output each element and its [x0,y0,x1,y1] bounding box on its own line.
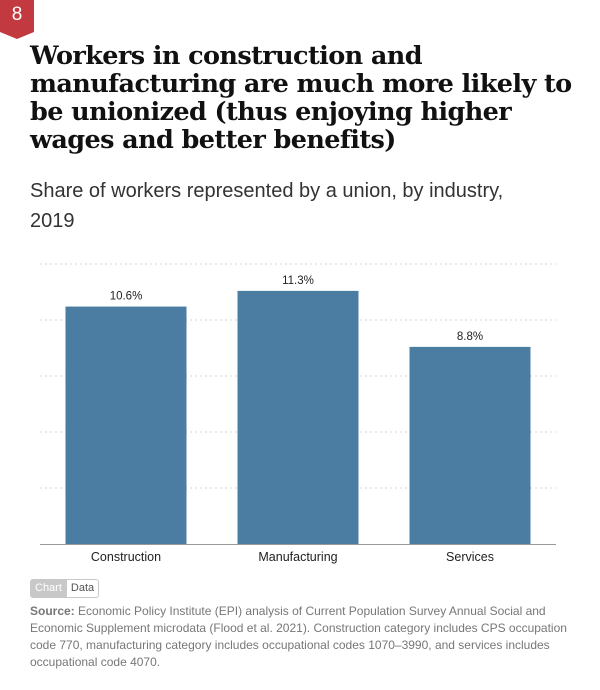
chart-number-badge: 8 [0,0,36,40]
source-label: Source: [30,604,75,618]
chart-view-button[interactable]: Chart [30,579,67,598]
chart-title: Workers in construction and manufacturin… [30,41,572,155]
x-tick-label: Services [446,550,494,564]
bar-value-label: 10.6% [110,291,143,303]
view-toggle: Chart Data [30,579,100,598]
source-text: Economic Policy Institute (EPI) analysis… [30,604,567,669]
x-tick-label: Construction [91,550,161,564]
chart-subtitle: Share of workers represented by a union,… [30,180,504,232]
bar-chart: 10.6% Construction 11.3% Manufacturing 8.8% S… [40,263,556,564]
bar-construction [65,306,187,544]
x-tick-label: Manufacturing [258,550,337,564]
data-view-button[interactable]: Data [66,579,100,598]
bar-value-label: 11.3% [282,275,314,287]
source-note: Source: Economic Policy Institute (EPI) … [30,603,578,671]
bar-services [409,346,531,544]
badge-flag-shape [0,0,34,39]
badge-number: 8 [11,4,23,25]
bar-value-label: 8.8% [457,331,483,343]
bar-manufacturing [237,290,359,544]
